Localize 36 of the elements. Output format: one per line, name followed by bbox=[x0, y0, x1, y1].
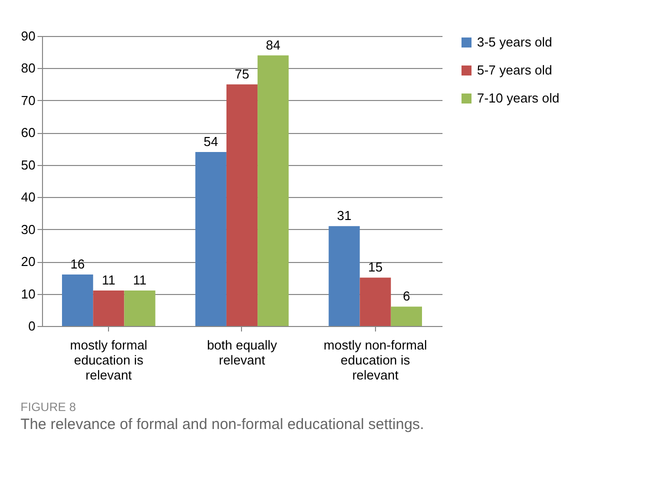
y-tick-label: 40 bbox=[21, 190, 36, 205]
data-label: 31 bbox=[336, 208, 352, 224]
y-tick-label: 0 bbox=[28, 318, 36, 334]
text: The relevance of formal and non-formal educational settings. bbox=[20, 416, 424, 433]
y-tick-label: 90 bbox=[21, 28, 36, 44]
y-tick-label: 20 bbox=[21, 254, 36, 270]
data-label: 11 bbox=[102, 272, 116, 288]
data-label: 16 bbox=[70, 256, 85, 272]
x-tick-label: mostly formal education is relevant bbox=[70, 338, 148, 382]
legend-label: 3-5 years old bbox=[477, 34, 552, 50]
data-label: 6 bbox=[402, 288, 410, 304]
y-tick-label: 30 bbox=[21, 222, 36, 237]
bar bbox=[195, 152, 226, 326]
bar bbox=[390, 306, 422, 326]
data-label: 54 bbox=[204, 134, 218, 149]
bar bbox=[124, 290, 156, 326]
caption: FIGURE 8 bbox=[20, 400, 76, 414]
data-label: 84 bbox=[266, 37, 280, 52]
x-tick-label: mostly non-formal education is relevant bbox=[324, 338, 428, 382]
y-tick-label: 50 bbox=[21, 157, 36, 172]
y-tick-label: 70 bbox=[21, 92, 36, 108]
bar bbox=[360, 278, 391, 326]
legend-label: 5-7 years old bbox=[477, 62, 552, 78]
bar bbox=[258, 55, 289, 326]
legend-label: 7-10 years old bbox=[477, 90, 560, 106]
bar bbox=[62, 274, 94, 326]
data-label: 15 bbox=[368, 260, 383, 275]
y-tick-label: 60 bbox=[21, 125, 36, 140]
y-tick-label: 10 bbox=[21, 286, 36, 302]
bar bbox=[328, 226, 360, 326]
bar bbox=[93, 290, 124, 326]
data-label: 11 bbox=[133, 272, 147, 288]
x-tick-label: both equally relevant bbox=[206, 338, 278, 368]
data-label: 75 bbox=[234, 66, 250, 82]
y-tick-label: 80 bbox=[21, 60, 36, 76]
bar bbox=[226, 84, 258, 326]
